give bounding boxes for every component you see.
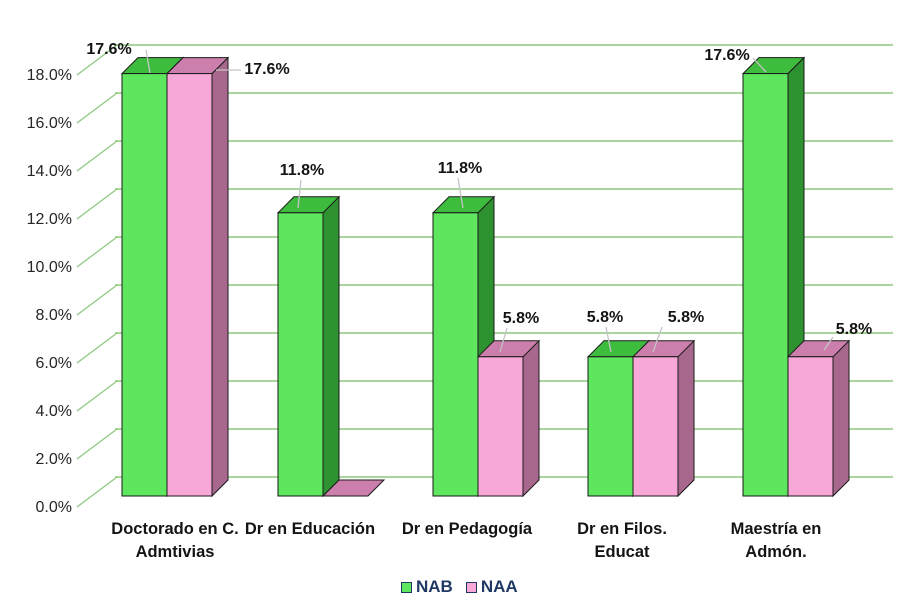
bar-naa-2-side	[522, 339, 540, 498]
y-tick-label-14.0%: 14.0%	[27, 163, 72, 180]
legend-swatch-nab	[401, 581, 412, 593]
y-axis-tick-line	[76, 476, 118, 508]
data-label-nab-0: 17.6%	[86, 41, 131, 58]
legend-swatch-naa	[465, 581, 477, 593]
legend: NAB NAA	[401, 577, 518, 597]
legend-label-nab: NAB	[416, 577, 453, 596]
y-tick-label-0.0%: 0.0%	[36, 499, 72, 516]
y-tick-label-6.0%: 6.0%	[36, 355, 72, 372]
legend-item-nab: NAB	[401, 577, 453, 597]
leader-line-1-4	[823, 336, 834, 351]
bar-naa-3-side	[677, 339, 695, 498]
leader-line-0-2	[457, 177, 464, 209]
data-label-naa-0: 17.6%	[244, 61, 289, 78]
category-label-3: Dr en Filos. Educat	[577, 520, 667, 561]
y-tick-label-10.0%: 10.0%	[27, 259, 72, 276]
y-axis-tick-line	[76, 188, 118, 220]
category-label-0: Doctorado en C. Admtivias	[111, 520, 238, 561]
leader-line-0-4	[752, 57, 767, 73]
bar-nab-4	[742, 73, 789, 497]
leader-line-1-3	[652, 326, 663, 353]
data-label-naa-3: 5.8%	[668, 309, 704, 326]
category-label-2: Dr en Pedagogía	[402, 520, 533, 538]
bar-nab-0	[121, 73, 168, 497]
y-tick-label-12.0%: 12.0%	[27, 211, 72, 228]
bar-naa-4-side	[832, 339, 850, 498]
y-tick-label-4.0%: 4.0%	[36, 403, 72, 420]
leader-line-0-1	[297, 179, 302, 209]
category-label-4: Maestría en Admón.	[731, 520, 822, 561]
data-label-nab-2: 11.8%	[438, 160, 482, 177]
y-axis-tick-line	[76, 236, 118, 268]
bar-naa-0-side	[211, 56, 229, 498]
y-axis-tick-line	[76, 332, 118, 364]
bar-naa-0	[166, 73, 213, 497]
category-label-1: Dr en Educación	[245, 520, 375, 538]
y-axis-tick-line	[76, 44, 118, 76]
data-label-naa-2: 5.8%	[503, 310, 539, 327]
bar-naa-3	[632, 356, 679, 497]
leader-line-0-0	[145, 49, 151, 74]
data-label-nab-3: 5.8%	[587, 309, 623, 326]
y-tick-label-2.0%: 2.0%	[36, 451, 72, 468]
y-tick-label-8.0%: 8.0%	[36, 307, 72, 324]
data-label-nab-1: 11.8%	[280, 162, 324, 179]
y-axis-tick-line	[76, 380, 118, 412]
bar-naa-1-flat	[321, 479, 386, 497]
y-tick-label-18.0%: 18.0%	[27, 67, 72, 84]
y-axis-tick-line	[76, 140, 118, 172]
legend-label-naa: NAA	[480, 577, 518, 596]
bar-nab-3	[587, 356, 634, 497]
bar-nab-1-side	[322, 195, 340, 498]
bar-nab-1	[277, 212, 324, 497]
legend-item-naa: NAA	[465, 577, 518, 597]
y-tick-label-16.0%: 16.0%	[27, 115, 72, 132]
bar-naa-2	[477, 356, 524, 497]
bar-naa-4	[787, 356, 834, 497]
data-label-naa-4: 5.8%	[836, 321, 872, 338]
data-label-nab-4: 17.6%	[704, 47, 749, 64]
leader-line-1-2	[499, 327, 508, 353]
y-axis-tick-line	[76, 284, 118, 316]
bar-nab-2	[432, 212, 479, 497]
leader-line-0-3	[605, 326, 612, 353]
y-axis-tick-line	[76, 428, 118, 460]
y-axis-tick-line	[76, 92, 118, 124]
